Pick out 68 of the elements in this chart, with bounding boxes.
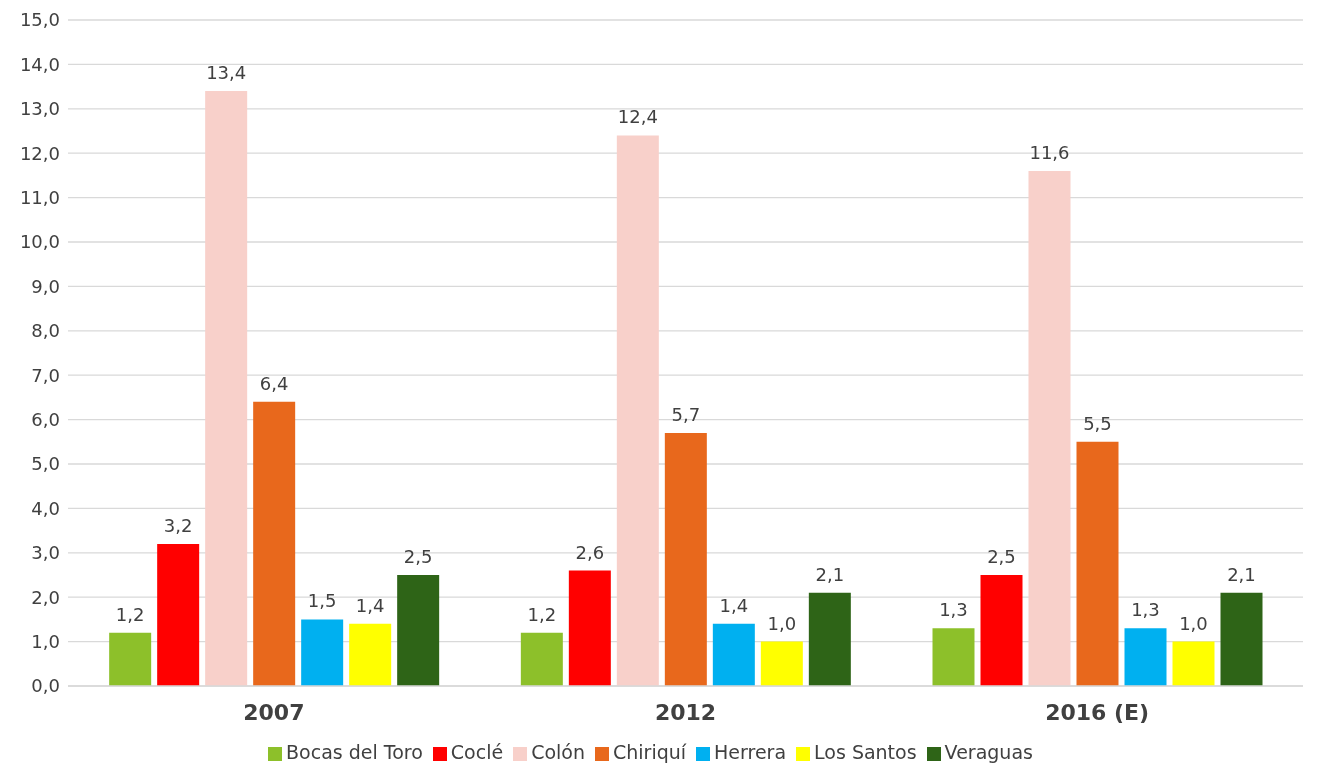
data-label: 1,0 <box>767 612 797 634</box>
data-label: 2,5 <box>987 546 1016 567</box>
bar <box>1172 641 1215 686</box>
legend-label: Herrera <box>714 741 787 763</box>
bar <box>808 592 851 686</box>
data-label: 3,2 <box>163 514 193 536</box>
x-tick-label: 2012 <box>654 699 717 725</box>
bar <box>1028 170 1071 686</box>
data-label: 1,4 <box>355 594 385 616</box>
legend-label: Coclé <box>450 741 504 763</box>
bar <box>1220 592 1263 686</box>
bar <box>980 575 1023 686</box>
bar <box>616 135 659 686</box>
y-tick-label: 3,0 <box>31 542 60 564</box>
bar <box>205 91 248 686</box>
data-label: 1,0 <box>1179 612 1208 634</box>
data-label: 12,4 <box>617 106 658 128</box>
data-label: 1,3 <box>939 599 968 621</box>
y-tick-label: 6,0 <box>31 408 60 430</box>
data-label: 1,2 <box>527 603 557 625</box>
bar <box>1124 628 1167 686</box>
y-tick-label: 15,0 <box>19 9 60 31</box>
data-label: 1,5 <box>307 590 337 612</box>
y-tick-label: 4,0 <box>31 497 60 519</box>
y-tick-label: 10,0 <box>19 231 60 253</box>
y-tick-label: 1,0 <box>31 630 60 652</box>
y-tick-label: 5,0 <box>31 453 60 475</box>
y-tick-label: 11,0 <box>19 186 60 208</box>
bar <box>349 623 392 686</box>
legend-label: Chiriquí <box>613 741 687 763</box>
bar <box>1076 441 1119 686</box>
y-tick-label: 9,0 <box>31 275 60 297</box>
bar <box>157 543 200 686</box>
legend-label: Bocas del Toro <box>286 741 423 763</box>
data-label: 11,6 <box>1029 141 1070 163</box>
data-label: 1,4 <box>719 594 749 616</box>
y-tick-label: 8,0 <box>31 320 60 342</box>
bar <box>712 623 755 686</box>
y-tick-label: 13,0 <box>19 98 60 120</box>
data-label: 13,4 <box>206 62 247 84</box>
legend-label: Colón <box>531 741 585 763</box>
data-label: 6,4 <box>259 372 289 394</box>
legend-label: Los Santos <box>814 741 917 763</box>
legend-label: Veraguas <box>944 741 1033 763</box>
bar <box>520 632 563 686</box>
y-tick-label: 7,0 <box>31 364 60 386</box>
y-tick-label: 2,0 <box>31 586 60 608</box>
x-tick-label: 2016 (E) <box>1045 699 1150 725</box>
data-label: 2,6 <box>575 541 605 563</box>
data-label: 1,2 <box>115 603 145 625</box>
data-label: 2,1 <box>1227 563 1256 585</box>
bar <box>301 619 344 686</box>
bar <box>568 570 611 686</box>
bar <box>760 641 803 686</box>
bar <box>253 401 296 686</box>
data-label: 1,3 <box>1131 599 1160 621</box>
x-tick-label: 2007 <box>243 699 305 725</box>
bar <box>109 632 152 686</box>
data-label: 5,7 <box>671 403 701 425</box>
y-tick-label: 14,0 <box>19 53 60 75</box>
data-label: 2,1 <box>815 563 845 585</box>
data-label: 5,5 <box>1083 412 1112 434</box>
bar <box>664 432 707 686</box>
bar <box>397 575 440 686</box>
data-label: 2,5 <box>403 546 433 567</box>
y-tick-label: 0,0 <box>31 675 60 697</box>
y-tick-label: 12,0 <box>19 142 60 164</box>
bar <box>932 628 975 686</box>
